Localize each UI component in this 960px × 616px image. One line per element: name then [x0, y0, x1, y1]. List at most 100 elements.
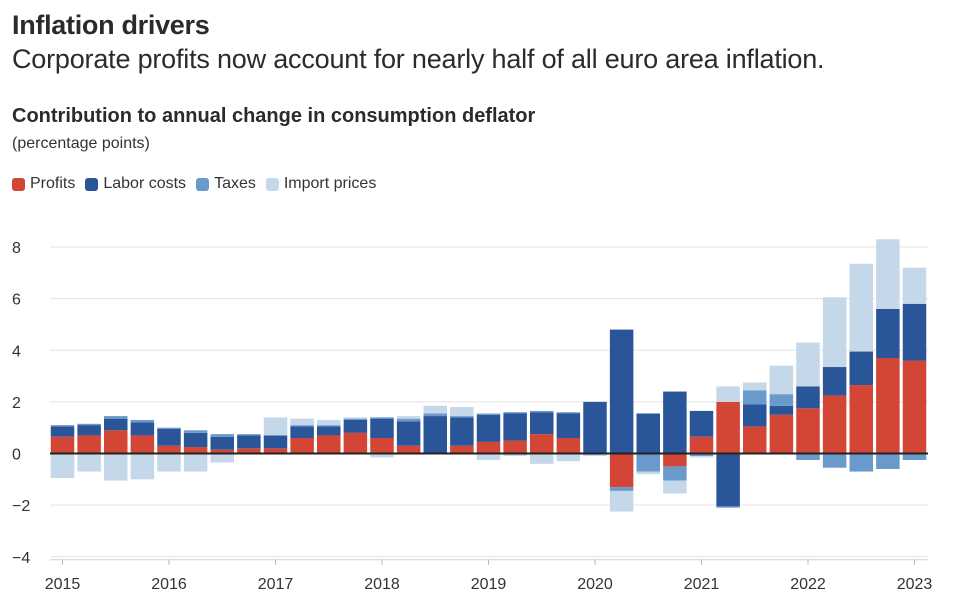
legend-item-import-prices: Import prices: [265, 175, 376, 193]
bar-labor: [263, 435, 288, 449]
bar-labor: [104, 418, 128, 431]
bar-taxes: [530, 410, 554, 413]
bar-labor: [450, 417, 474, 446]
bar-labor: [503, 413, 527, 441]
bar-profits: [476, 441, 501, 454]
bar-labor: [423, 416, 447, 454]
bar-profits: [796, 408, 820, 454]
legend-item-profits: Profits: [12, 175, 75, 193]
bar-taxes: [77, 423, 101, 426]
x-tick-label: 2015: [45, 576, 81, 593]
bar-import: [530, 453, 554, 464]
y-axis: 8 6 4 2 0 −2 −4: [12, 240, 30, 567]
x-tick-label: 2019: [471, 576, 507, 593]
bar-import: [396, 416, 421, 419]
bar-labor: [556, 413, 581, 439]
chart-subheadline: Corporate profits now account for nearly…: [12, 44, 825, 74]
bar-labor: [157, 428, 181, 446]
bar-labor: [317, 426, 341, 436]
bar-taxes: [689, 453, 714, 457]
bar-labor: [583, 401, 607, 454]
bar-profits: [743, 426, 767, 454]
bar-taxes: [503, 412, 527, 414]
bar-profits: [663, 453, 687, 467]
bar-import: [370, 453, 394, 458]
x-tick-label: 2018: [364, 576, 400, 593]
bar-taxes: [157, 427, 181, 429]
bar-import: [876, 239, 900, 309]
x-tick-label: 2016: [151, 576, 187, 593]
bar-labor: [769, 405, 794, 415]
bar-labor: [849, 351, 873, 386]
bar-import: [556, 453, 581, 462]
bar-profits: [902, 360, 927, 454]
bar-import: [343, 417, 368, 419]
bar-labor: [663, 391, 687, 454]
bar-import: [902, 267, 927, 304]
bar-taxes: [609, 487, 634, 491]
bar-import: [290, 418, 314, 426]
bar-labor: [396, 421, 421, 446]
bar-labor: [822, 367, 847, 396]
legend: Profits Labor costs Taxes Import prices: [12, 175, 376, 193]
legend-swatch-profits: [12, 177, 25, 191]
bar-profits: [50, 436, 75, 454]
bar-labor: [237, 435, 261, 449]
x-tick-label: 2021: [684, 576, 720, 593]
legend-swatch-taxes: [196, 177, 210, 191]
bar-import: [583, 454, 607, 457]
legend-label-labor-costs: Labor costs: [103, 175, 187, 192]
y-tick-label: 0: [12, 447, 21, 464]
bar-import: [769, 365, 794, 395]
legend-item-taxes: Taxes: [196, 175, 256, 193]
y-tick-label: 6: [12, 292, 21, 309]
chart-title: Contribution to annual change in consump…: [12, 105, 536, 127]
bar-import: [849, 263, 873, 352]
bar-labor: [689, 410, 714, 437]
bar-import: [157, 453, 181, 472]
legend-swatch-import-prices: [265, 177, 279, 191]
legend-item-labor-costs: Labor costs: [85, 175, 186, 193]
y-tick-label: 8: [12, 240, 21, 257]
bar-profits: [343, 432, 368, 454]
bar-profits: [689, 436, 714, 454]
bar-labor: [716, 453, 740, 507]
bar-import: [609, 490, 634, 512]
bar-import: [423, 405, 447, 414]
bar-profits: [317, 435, 341, 454]
bar-labor: [343, 419, 368, 433]
x-tick-label: 2017: [258, 576, 294, 593]
bar-taxes: [183, 430, 208, 433]
bar-taxes: [343, 418, 368, 420]
bar-profits: [609, 453, 634, 488]
chart-headline: Inflation drivers: [12, 10, 210, 40]
bar-import: [663, 480, 687, 494]
bar-profits: [183, 447, 208, 454]
bar-labor: [530, 412, 554, 435]
bar-profits: [77, 435, 101, 454]
bar-profits: [503, 440, 527, 454]
bar-taxes: [769, 394, 794, 406]
bar-taxes: [476, 413, 501, 415]
bar-profits: [370, 438, 394, 454]
bar-taxes: [849, 453, 873, 472]
bar-labor: [210, 436, 234, 450]
bar-profits: [104, 430, 128, 454]
bar-taxes: [902, 453, 927, 460]
legend-swatch-labor-costs: [85, 177, 99, 191]
bar-profits: [396, 445, 421, 454]
bar-profits: [130, 435, 155, 454]
bar-taxes: [396, 418, 421, 422]
bar-profits: [290, 438, 314, 454]
bar-profits: [237, 448, 261, 454]
x-tick-label: 2022: [790, 576, 826, 593]
bar-taxes: [130, 419, 155, 423]
bar-import: [476, 453, 501, 460]
bar-profits: [263, 448, 288, 454]
bar-taxes: [716, 506, 740, 508]
bar-profits: [210, 449, 234, 454]
bar-profits: [556, 438, 581, 454]
bar-profits: [876, 357, 900, 454]
chart-unit-label: (percentage points): [12, 135, 150, 152]
